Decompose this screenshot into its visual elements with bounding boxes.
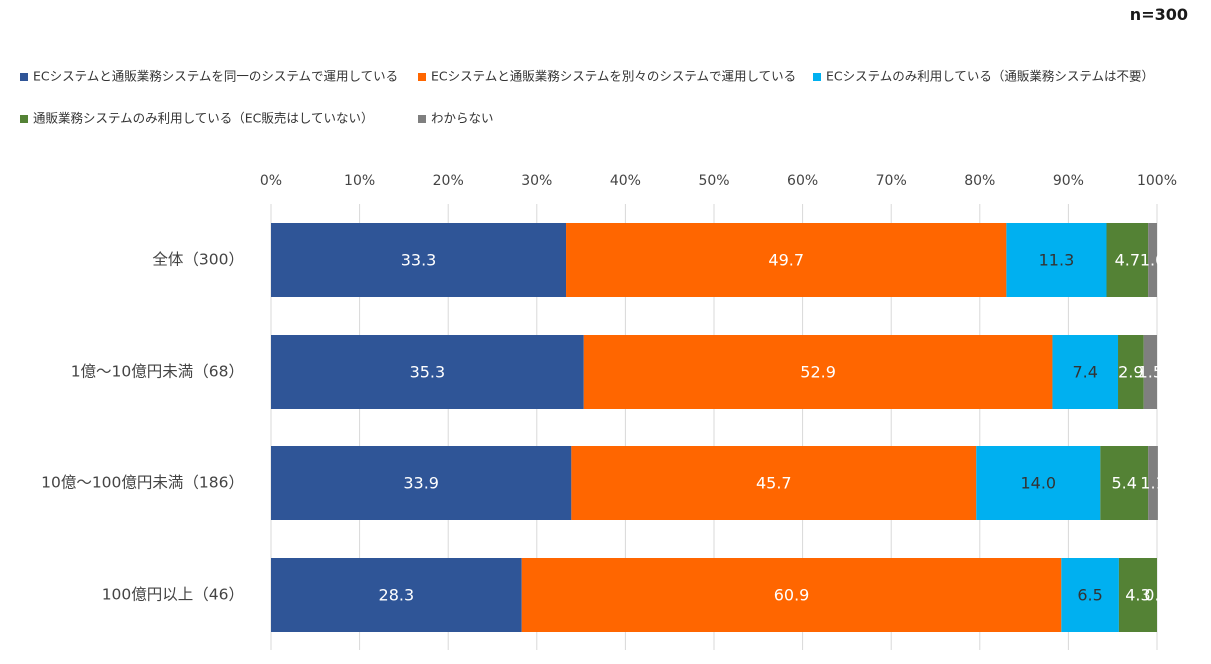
bar-segment-2-1 — [271, 335, 584, 409]
data-label-4-3: 6.5 — [1077, 586, 1102, 605]
bar-segment-4-2 — [521, 558, 1062, 632]
x-tick-label-5: 50% — [698, 173, 729, 189]
category-label-3: 10億～100億円未満（186） — [41, 474, 244, 492]
category-label-2: 1億～10億円未満（68） — [71, 363, 244, 381]
data-label-3-5: 1.1 — [1140, 474, 1165, 493]
category-labels: 全体（300） 1億～10億円未満（68） 10億～100億円未満（186） 100億… — [41, 251, 244, 604]
x-axis-tick-labels: 0% 10% 20% 30% 40% 50% 60% 70% 80% 90% 100% — [260, 173, 1177, 189]
data-label-3-1: 33.9 — [403, 474, 439, 493]
data-label-2-2: 52.9 — [800, 363, 836, 382]
sample-size-note: n=300 — [1130, 5, 1188, 24]
bars: 33.3 49.7 11.3 4.7 1.0 35.3 52.9 7.4 2.91.5 33.9 4… — [271, 223, 1170, 632]
bar-segment-2-5 — [1143, 335, 1157, 409]
category-label-1: 全体（300） — [152, 251, 244, 269]
bar-segment-2-4 — [1118, 335, 1144, 409]
data-label-1-1: 33.3 — [401, 251, 437, 270]
x-tick-label-7: 70% — [876, 173, 907, 189]
legend-label-1: ECシステムと通販業務システムを同一のシステムで運用している — [33, 69, 398, 84]
bar-segment-3-3 — [976, 446, 1101, 520]
legend-swatch-5 — [418, 115, 426, 123]
data-label-4-1: 28.3 — [379, 586, 415, 605]
bar-segment-2-2 — [583, 335, 1053, 409]
bar-segment-1-3 — [1006, 223, 1107, 297]
legend: ECシステムと通販業務システムを同一のシステムで運用している ECシステムと通販業… — [20, 69, 1154, 126]
x-tick-label-3: 30% — [521, 173, 552, 189]
data-label-2-5: 1.5 — [1138, 363, 1163, 382]
data-label-2-4: 2.9 — [1118, 363, 1143, 382]
x-tick-label-4: 40% — [610, 173, 641, 189]
x-tick-label-1: 10% — [344, 173, 375, 189]
category-label-4: 100億円以上（46） — [102, 586, 244, 604]
bar-segment-2-3 — [1052, 335, 1119, 409]
legend-swatch-4 — [20, 115, 28, 123]
bar-segment-1-4 — [1106, 223, 1149, 297]
legend-label-3: ECシステムのみ利用している（通販業務システムは不要） — [826, 69, 1154, 84]
legend-swatch-3 — [813, 73, 821, 81]
bar-segment-3-1 — [271, 446, 572, 520]
data-label-2-1: 35.3 — [410, 363, 446, 382]
bar-segment-4-3 — [1061, 558, 1119, 632]
data-label-4-5: 0.0 — [1144, 586, 1169, 605]
bar-segment-4-1 — [271, 558, 522, 632]
bar-segment-1-1 — [271, 223, 567, 297]
legend-swatch-2 — [418, 73, 426, 81]
bar-segment-3-4 — [1100, 446, 1149, 520]
x-tick-label-2: 20% — [433, 173, 464, 189]
bar-segment-1-2 — [566, 223, 1007, 297]
data-label-2-3: 7.4 — [1073, 363, 1098, 382]
data-label-4-2: 60.9 — [774, 586, 810, 605]
legend-label-5: わからない — [431, 111, 494, 126]
legend-label-2: ECシステムと通販業務システムを別々のシステムで運用している — [431, 69, 796, 84]
bar-segment-3-5 — [1148, 446, 1158, 520]
data-label-3-4: 5.4 — [1111, 474, 1136, 493]
x-tick-label-9: 90% — [1053, 173, 1084, 189]
data-label-3-2: 45.7 — [756, 474, 792, 493]
bar-segment-4-4 — [1118, 558, 1157, 632]
legend-label-4: 通販業務システムのみ利用している（EC販売はしていない） — [33, 111, 374, 126]
data-label-1-2: 49.7 — [768, 251, 804, 270]
bar-segment-1-5 — [1148, 223, 1157, 297]
x-tick-label-6: 60% — [787, 173, 818, 189]
x-tick-label-0: 0% — [260, 173, 282, 189]
bar-segment-3-2 — [571, 446, 977, 520]
data-label-3-3: 14.0 — [1020, 474, 1056, 493]
data-label-1-5: 1.0 — [1140, 251, 1165, 270]
data-label-1-4: 4.7 — [1115, 251, 1140, 270]
data-label-1-3: 11.3 — [1039, 251, 1075, 270]
x-tick-label-8: 80% — [964, 173, 995, 189]
legend-swatch-1 — [20, 73, 28, 81]
x-tick-label-10: 100% — [1137, 173, 1177, 189]
data-label-4-4: 4.3 — [1125, 586, 1150, 605]
